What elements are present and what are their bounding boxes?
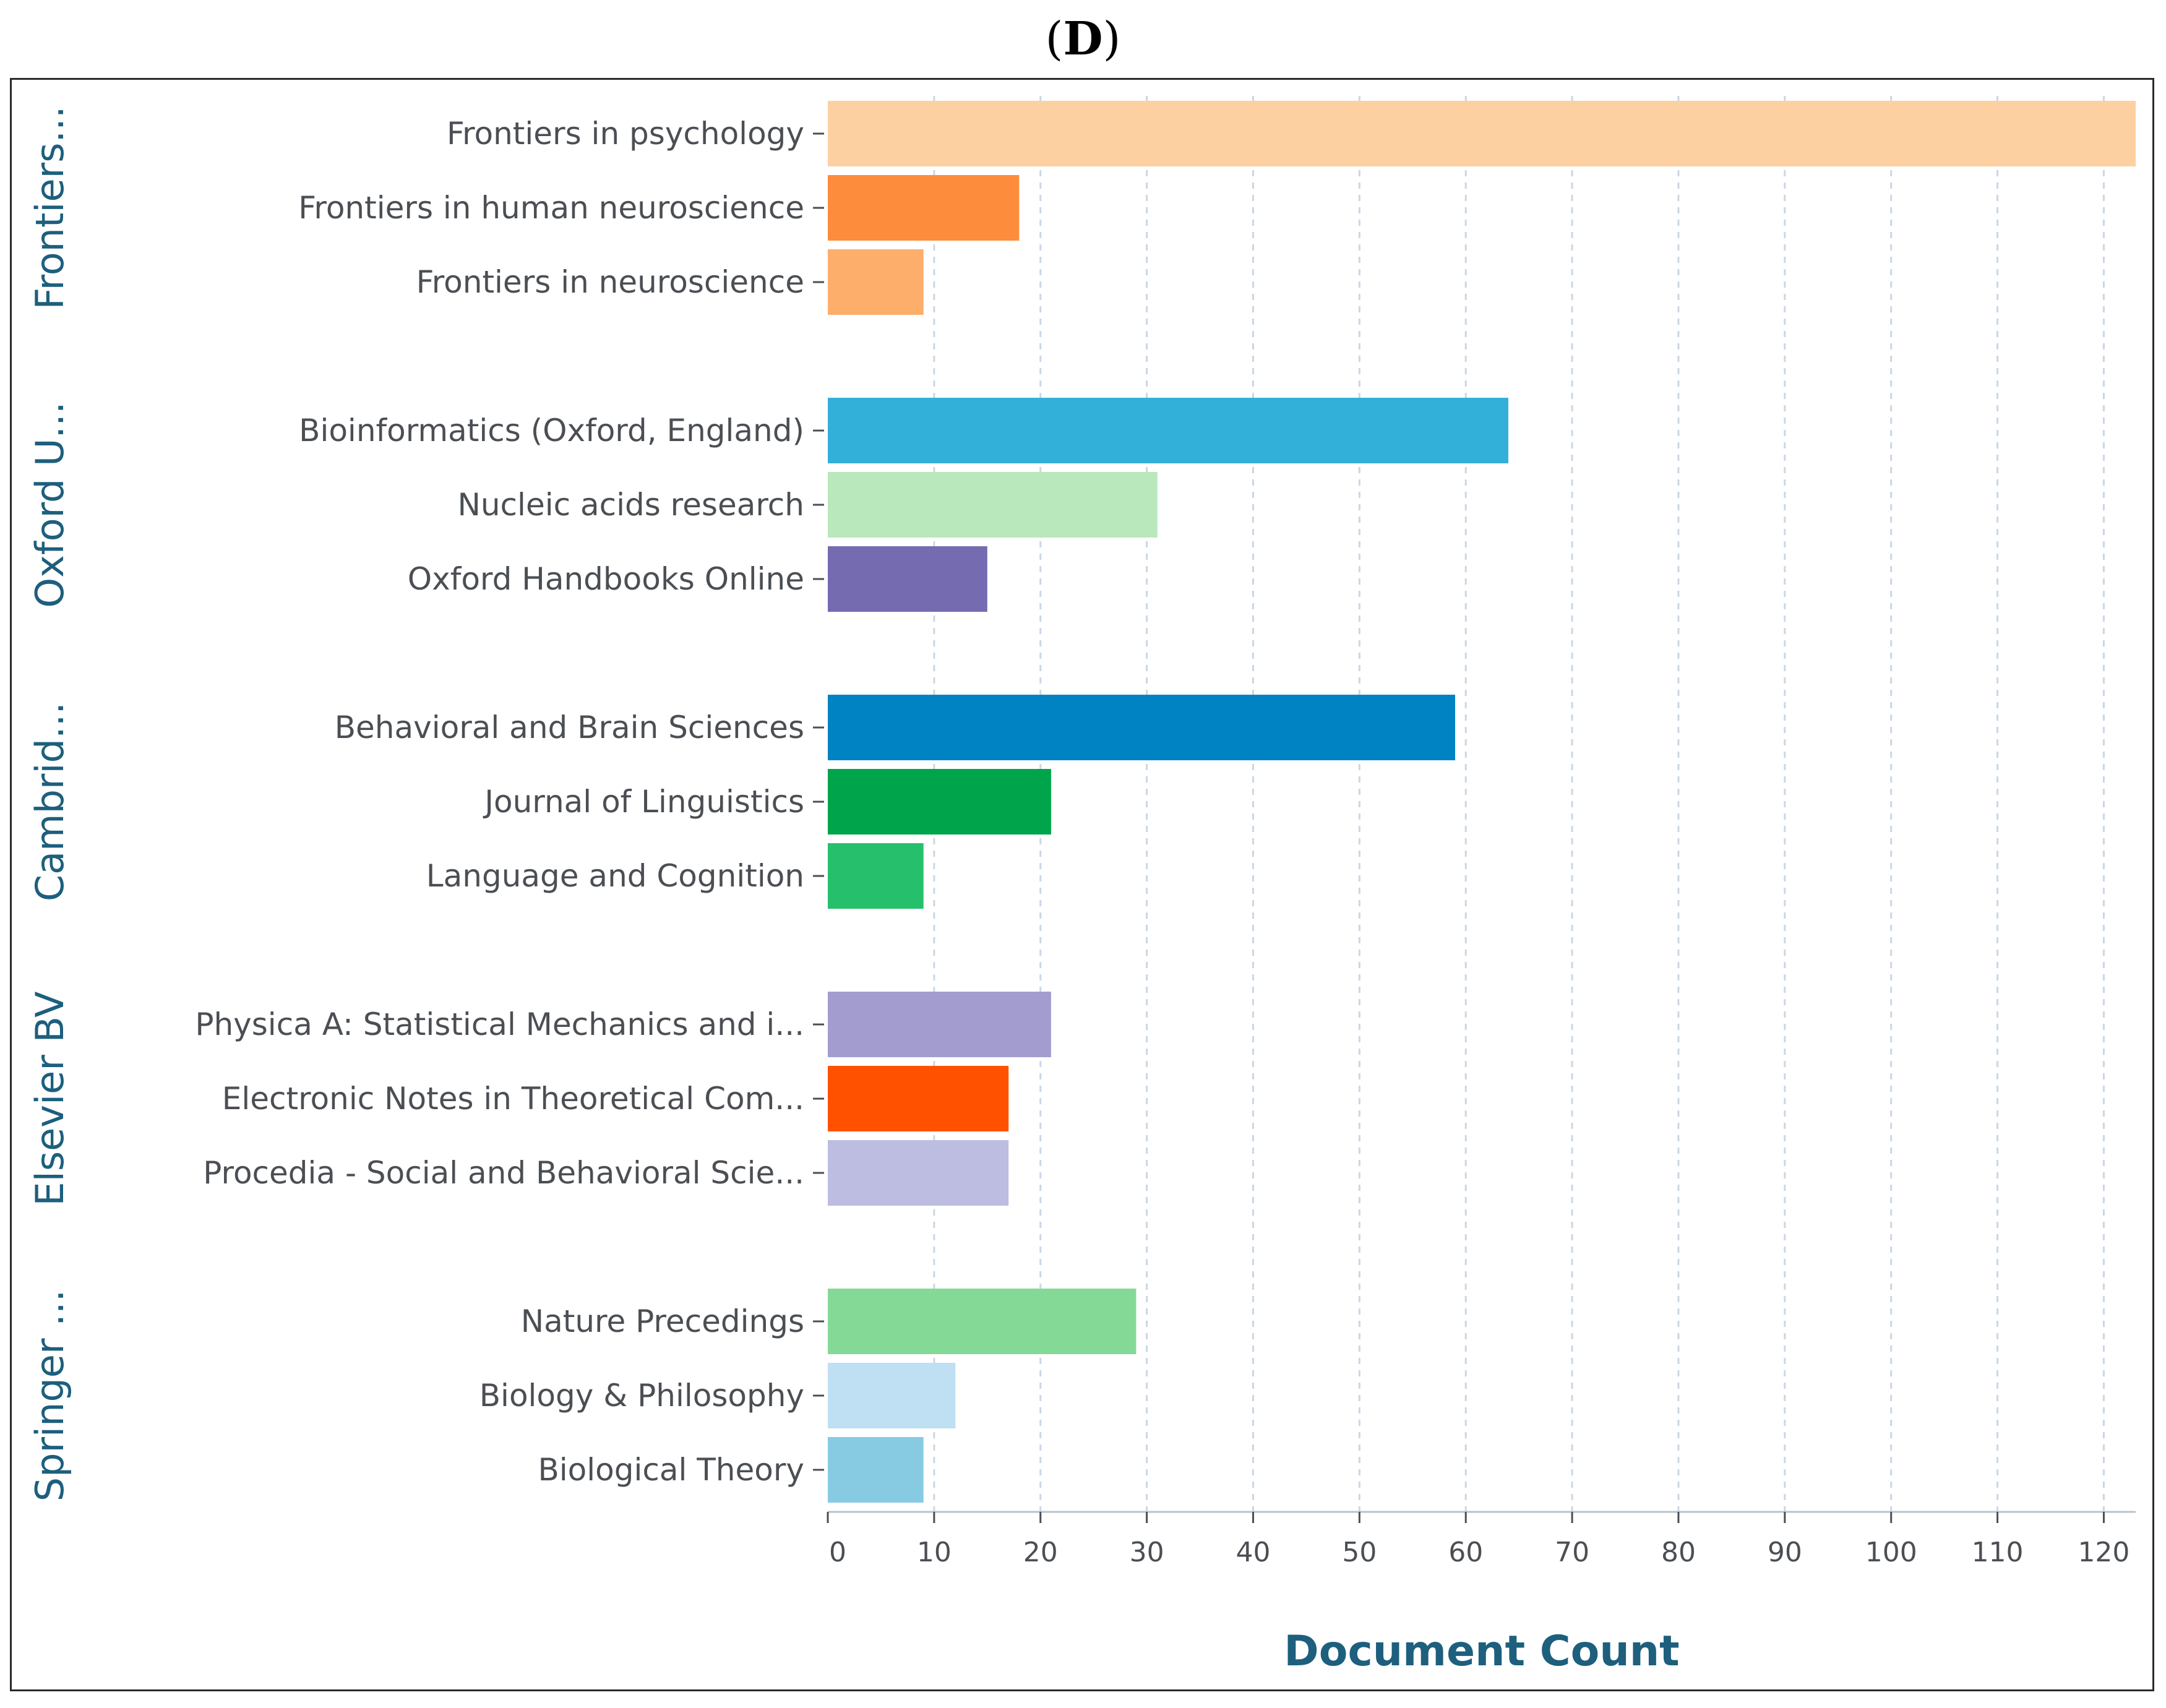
x-tick-label: 0 xyxy=(829,1537,846,1568)
x-tick-label: 20 xyxy=(1023,1537,1058,1568)
bar-label: Physica A: Statistical Mechanics and i..… xyxy=(195,1006,804,1042)
bar xyxy=(828,695,1456,760)
bar xyxy=(828,769,1051,835)
chart-frame xyxy=(10,78,2154,1691)
group-label: Cambrid... xyxy=(27,702,72,901)
group-label: Elsevier BV xyxy=(27,991,72,1206)
bar-label: Biology & Philosophy xyxy=(479,1378,804,1414)
x-tick-label: 80 xyxy=(1661,1537,1696,1568)
bar-label: Bioinformatics (Oxford, England) xyxy=(299,413,804,448)
x-tick-label: 70 xyxy=(1555,1537,1589,1568)
bar xyxy=(828,843,924,909)
panel-letter: D xyxy=(1063,12,1103,66)
x-tick-label: 50 xyxy=(1342,1537,1377,1568)
x-tick-label: 10 xyxy=(917,1537,952,1568)
x-tick-label: 60 xyxy=(1448,1537,1483,1568)
group-label: Springer ... xyxy=(27,1290,72,1502)
bar-label: Procedia - Social and Behavioral Scie... xyxy=(203,1155,804,1191)
bar xyxy=(828,1437,924,1503)
bar-label: Behavioral and Brain Sciences xyxy=(335,710,804,745)
bar-label: Nucleic acids research xyxy=(457,487,804,523)
x-tick-label: 110 xyxy=(1972,1537,2024,1568)
bar xyxy=(828,1066,1009,1131)
bar-label: Frontiers in neuroscience xyxy=(416,264,804,300)
x-tick-label: 120 xyxy=(2078,1537,2129,1568)
bar xyxy=(828,249,924,315)
bar xyxy=(828,472,1158,538)
x-tick-label: 100 xyxy=(1865,1537,1917,1568)
bar-label: Electronic Notes in Theoretical Com... xyxy=(222,1081,804,1117)
bar xyxy=(828,175,1020,241)
bar-label: Language and Cognition xyxy=(426,858,804,894)
bar xyxy=(828,1140,1009,1206)
bar xyxy=(828,1289,1137,1354)
x-tick-label: 90 xyxy=(1768,1537,1802,1568)
bar xyxy=(828,1363,956,1428)
x-tick-label: 40 xyxy=(1236,1537,1270,1568)
bar-label: Frontiers in human neuroscience xyxy=(298,190,804,226)
bar-label: Oxford Handbooks Online xyxy=(408,561,804,597)
bar-label: Frontiers in psychology xyxy=(447,116,804,152)
group-label: Frontiers... xyxy=(27,106,72,309)
x-tick-label: 30 xyxy=(1130,1537,1164,1568)
bar-label: Nature Precedings xyxy=(521,1303,804,1339)
bar xyxy=(828,398,1508,463)
bar xyxy=(828,992,1051,1057)
panel-label: (D) xyxy=(1045,12,1121,66)
bar-label: Biological Theory xyxy=(538,1452,804,1488)
group-label: Oxford U... xyxy=(27,401,72,607)
bar-label: Journal of Linguistics xyxy=(483,784,804,820)
bar xyxy=(828,546,987,612)
x-axis-title: Document Count xyxy=(1284,1627,1679,1676)
bar xyxy=(828,101,2136,166)
